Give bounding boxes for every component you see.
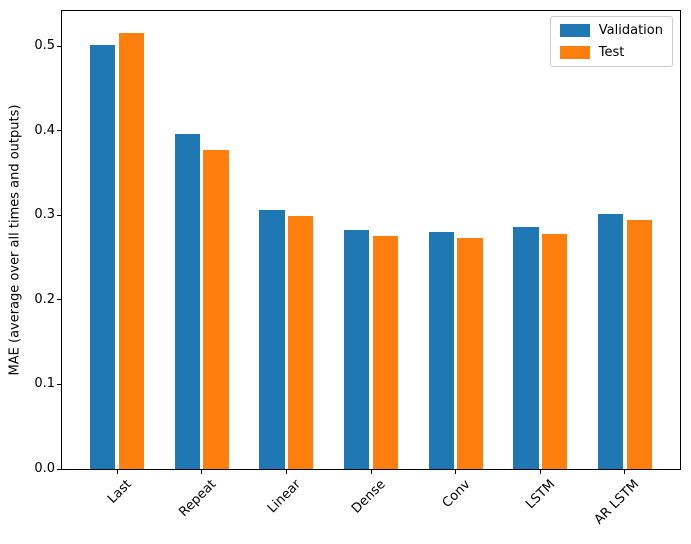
bar-test-dense [372,235,399,469]
y-tick-mark [57,45,61,47]
y-tick-mark [57,383,61,385]
bar-test-conv [457,238,483,469]
x-tick-label: Conv [439,477,474,511]
y-tick-mark [57,130,61,132]
y-tick-label: 0.2 [34,291,55,307]
x-tick-label: Dense [348,477,389,517]
bar-validation-dense [343,229,370,469]
legend-entry-validation: Validation [559,23,663,38]
legend-label-validation: Validation [598,23,663,38]
y-axis-label: MAE (average over all times and outputs) [7,104,23,376]
y-tick-label: 0.4 [34,122,55,138]
x-tick-label: AR LSTM [591,477,643,528]
x-tick-label: Last [104,477,135,507]
bar-validation-ar-lstm [597,214,624,469]
x-tick-mark [201,470,203,474]
x-tick-mark [624,470,626,474]
x-tick-mark [116,470,118,474]
x-tick-mark [455,470,457,474]
x-tick-mark [285,470,287,474]
bar-validation-conv [428,232,454,469]
bar-test-lstm [542,233,568,469]
y-tick-mark [57,214,61,216]
x-tick-label: Linear [264,477,304,517]
legend-entry-test: Test [559,45,663,60]
bar-test-ar-lstm [626,220,653,469]
bar-validation-last [89,45,116,469]
y-tick-mark [57,299,61,301]
bar-test-last [118,33,145,469]
bar-test-repeat [203,150,229,469]
y-tick-label: 0.0 [34,461,55,476]
legend-swatch-test [559,46,590,59]
bar-test-linear [288,216,314,469]
x-tick-label: Repeat [176,477,220,520]
legend: Validation Test [549,16,673,67]
x-tick-mark [539,470,541,474]
legend-swatch-validation [559,24,590,37]
bar-validation-linear [259,210,285,469]
bar-validation-lstm [513,227,539,469]
x-tick-label: LSTM [522,477,558,513]
legend-label-test: Test [598,45,625,60]
bar-validation-repeat [174,134,200,469]
y-tick-label: 0.1 [34,376,55,392]
y-tick-label: 0.5 [34,38,55,54]
x-tick-mark [370,470,372,474]
plot-area: Validation Test [61,10,681,470]
y-tick-label: 0.3 [34,207,55,223]
y-tick-mark [57,468,61,470]
